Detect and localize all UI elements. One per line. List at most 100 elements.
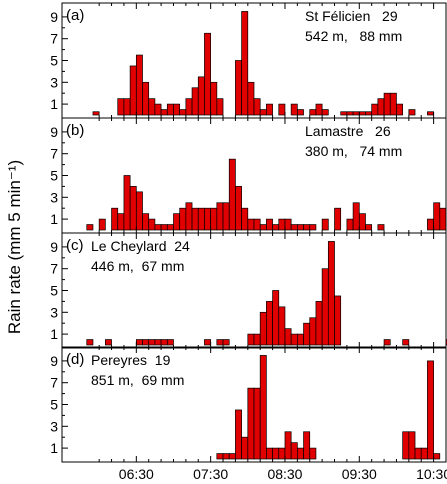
bar-panel-2-bin-29 [241,207,249,231]
bar-panel-4-bin-31 [253,387,261,460]
panel-3-y-tick-label-5: 5 [50,283,58,299]
panel-1-y-tick-label-3: 3 [50,74,58,90]
bar-panel-1-bin-9 [117,98,125,116]
bar-panel-4-bin-38 [297,447,304,460]
bar-panel-1-bin-22 [197,76,205,116]
bar-panel-3-bin-37 [290,333,298,346]
bar-panel-3-bin-40 [309,317,317,346]
bar-panel-1-bin-29 [241,11,249,116]
bar-panel-1-bin-51 [377,98,385,116]
panel-4-y-tick-label-3: 3 [50,418,58,434]
bar-panel-2-bin-11 [129,186,137,231]
bar-panel-2-bin-22 [197,207,205,231]
panel-3-station-stats: 446 m, 67 mm [91,258,184,274]
bar-panel-2-bin-61 [439,207,447,231]
bar-panel-2-bin-21 [191,207,199,231]
bar-panel-1-bin-48 [358,111,366,116]
bar-panel-2-bin-44 [334,207,342,231]
panel-3-y-tick-label-7: 7 [50,261,58,277]
bar-panel-2-bin-23 [204,207,211,231]
panel-3-y-tick-label-3: 3 [50,304,58,320]
x-tick-label-0930: 09:30 [342,466,377,479]
bar-panel-2-bin-42 [321,218,329,231]
bar-panel-1-bin-19 [179,109,187,116]
bar-panel-2-bin-34 [272,224,280,231]
bar-panel-3-bin-35 [278,306,286,346]
panel-3-y-tick-label-9: 9 [50,239,58,255]
bar-panel-3-bin-34 [272,290,280,346]
bar-panel-1-bin-23 [204,32,211,116]
bar-panel-2-bin-24 [210,207,218,231]
bar-panel-3-bin-17 [166,339,174,346]
bar-panel-3-bin-52 [383,339,391,346]
bar-panel-2-bin-46 [346,218,354,231]
bar-panel-4-bin-60 [433,453,441,460]
bar-panel-1-bin-37 [290,103,298,116]
bar-panel-4-bin-28 [235,409,242,460]
x-tick-label-0730: 07:30 [193,466,228,479]
panel-2-label: (b) [66,122,84,139]
bar-panel-2-bin-33 [266,218,273,231]
bar-panel-1-bin-50 [371,103,379,116]
bar-panel-1-bin-15 [154,103,162,116]
bar-panel-2-bin-38 [297,224,304,231]
bar-panel-4-bin-34 [272,447,280,460]
panel-2-y-tick-label-5: 5 [50,168,58,184]
x-tick-label-1030: 10:30 [416,466,447,479]
bar-panel-3-bin-41 [315,301,323,346]
bar-panel-2-bin-17 [166,224,174,231]
bar-panel-1-bin-11 [129,65,137,116]
panel-3-station-name: Le Cheylard 24 [91,238,190,254]
bar-panel-2-bin-28 [235,186,242,231]
bar-panel-1-bin-41 [315,103,323,116]
bar-panel-2-bin-35 [278,218,286,231]
bar-panel-4-bin-29 [241,436,249,460]
panel-1-station-stats: 542 m, 88 mm [305,28,402,44]
x-tick-label-0630: 06:30 [119,466,154,479]
bar-panel-4-bin-56 [408,431,416,460]
bar-panel-3-bin-38 [297,333,304,346]
bar-panel-3-bin-25 [216,339,224,346]
bar-panel-1-bin-59 [427,111,434,116]
bar-panel-1-bin-24 [210,81,218,116]
bar-panel-4-bin-32 [259,355,267,460]
bar-panel-2-bin-31 [253,218,261,231]
bar-panel-3-bin-33 [266,301,273,346]
panel-1-y-tick-label-9: 9 [50,9,58,25]
x-tick-label-0830: 08:30 [267,466,302,479]
bar-panel-1-bin-5 [92,111,100,116]
panel-2-y-tick-label-7: 7 [50,146,58,162]
bar-panel-4-bin-39 [303,431,311,460]
panel-1-station-name: St Félicien 29 [305,8,398,24]
bar-panel-4-bin-37 [290,442,298,460]
bar-panel-3-bin-55 [402,339,410,346]
bar-panel-2-bin-48 [358,213,366,231]
bar-panel-2-bin-27 [228,158,236,231]
bar-panel-1-bin-45 [340,111,348,116]
panel-1-y-tick-label-5: 5 [50,53,58,69]
panel-2-y-tick-label-9: 9 [50,124,58,140]
bar-panel-4-bin-55 [402,431,410,460]
bar-panel-2-bin-4 [86,224,94,231]
bar-panel-2-bin-25 [216,202,224,231]
bar-panel-4-bin-40 [309,447,317,460]
bar-panel-2-bin-39 [303,224,311,231]
panel-4-y-tick-label-9: 9 [50,353,58,369]
bar-panel-3-bin-13 [142,339,150,346]
panel-2-y-tick-label-1: 1 [50,211,58,227]
bar-panel-2-bin-20 [185,202,193,231]
bar-panel-1-bin-38 [297,109,304,116]
bar-panel-2-bin-18 [173,213,181,231]
bar-panel-4-bin-30 [247,387,255,460]
panel-1-label: (a) [66,7,84,24]
bar-panel-1-bin-46 [346,111,354,116]
bar-panel-3-bin-39 [303,322,311,346]
panel-2-y-tick-label-3: 3 [50,189,58,205]
bar-panel-2-bin-9 [117,213,125,231]
bar-panel-1-bin-32 [259,109,267,116]
bar-panel-1-bin-33 [266,103,273,116]
bar-panel-1-bin-20 [185,98,193,116]
bar-panel-2-bin-16 [160,224,168,231]
